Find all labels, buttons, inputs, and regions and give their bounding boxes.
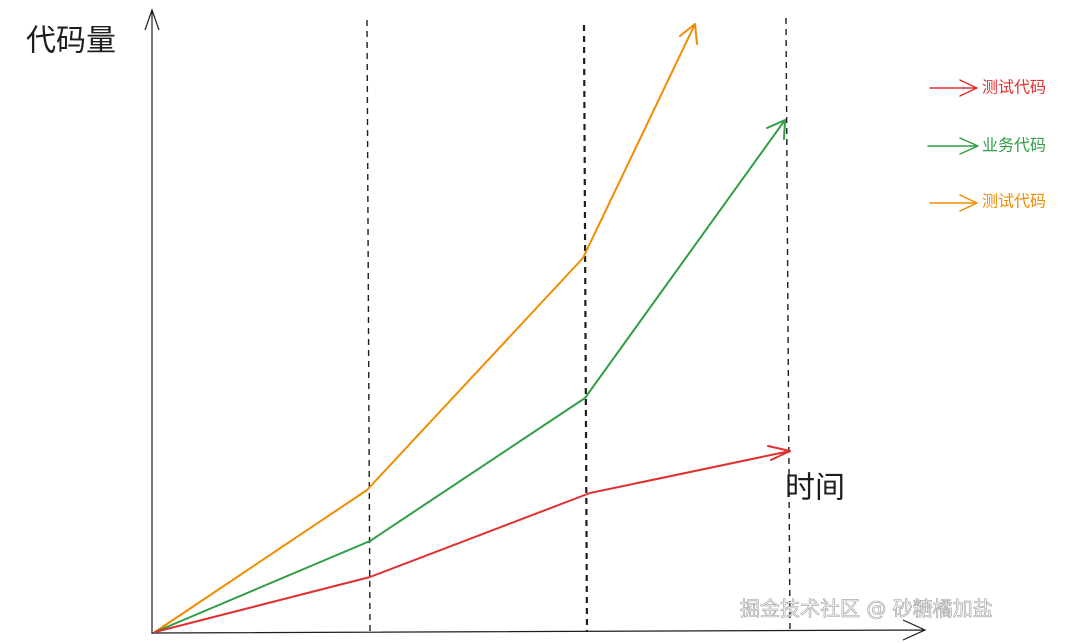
green-line	[154, 119, 786, 633]
y-axis	[144, 8, 160, 634]
x-axis	[151, 619, 927, 641]
divider	[582, 24, 589, 633]
divider	[785, 17, 791, 633]
watermark: 掘金技术社区 @ 砂糖橘加盐	[740, 597, 993, 621]
legend-label: 测试代码	[982, 192, 1046, 211]
legend-arrow	[929, 79, 978, 97]
red-line	[154, 445, 791, 633]
legend-arrow	[927, 137, 979, 155]
legend-label: 测试代码	[982, 78, 1046, 97]
y-axis-label: 代码量	[26, 24, 116, 59]
legend-label: 业务代码	[982, 136, 1046, 155]
x-axis-label: 时间	[785, 471, 845, 506]
orange-line	[154, 23, 698, 633]
divider	[366, 19, 371, 633]
legend-arrow	[929, 194, 978, 212]
